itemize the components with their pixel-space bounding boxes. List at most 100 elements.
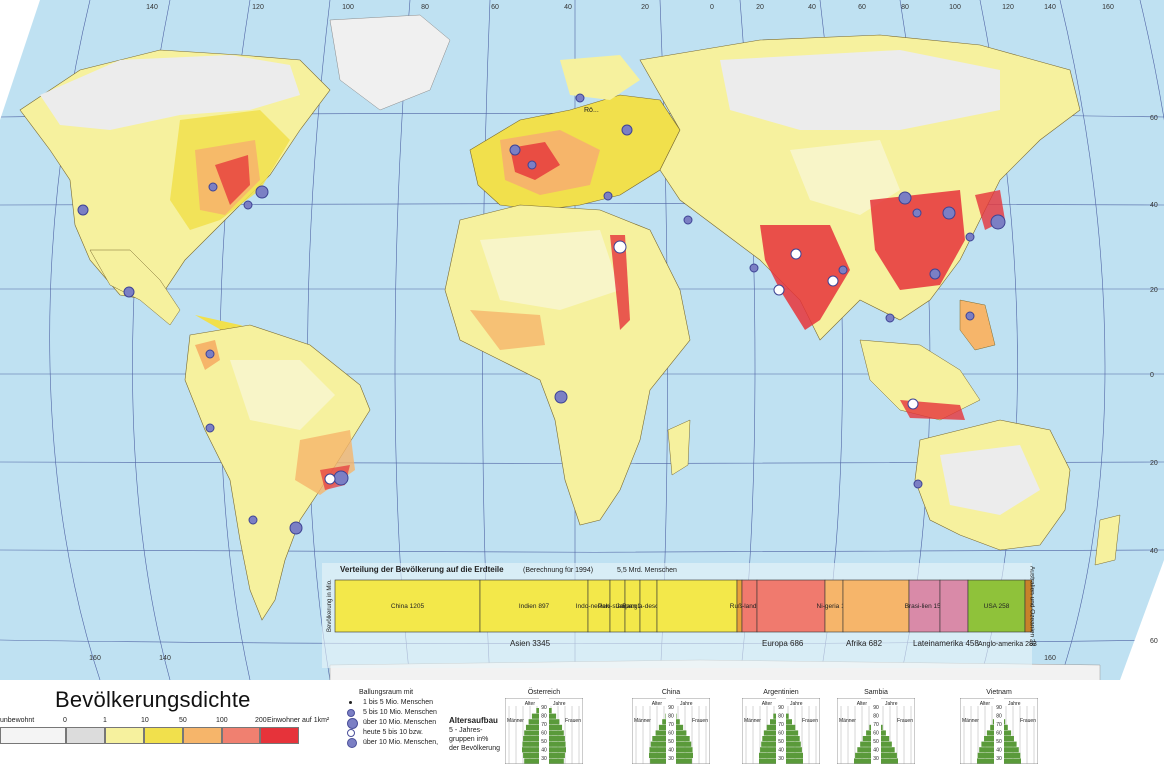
lon-tick-label: 160 (1044, 655, 1056, 662)
age-bar-male (658, 724, 671, 730)
lat-tick-label: 60 (1150, 115, 1158, 122)
city-marker (208, 182, 218, 192)
age-structure-subtitle: 5 - Jahres- (449, 727, 483, 734)
age-tick-label: 50 (541, 739, 547, 745)
years-axis-label: Jahre (680, 701, 693, 707)
lat-tick-label: 0 (1150, 372, 1154, 379)
population-segment (656, 579, 738, 633)
age-bar-female (999, 741, 1017, 747)
age-tick-label: 80 (778, 714, 784, 720)
years-axis-label: Jahre (885, 701, 898, 707)
population-segment (334, 579, 481, 633)
age-bar-female (544, 747, 566, 753)
age-tick-label: 80 (996, 714, 1002, 720)
city-marker (827, 275, 839, 287)
years-axis-label: Jahre (553, 701, 566, 707)
lon-tick-label: 140 (159, 655, 171, 662)
city-legend-item: heute 5 bis 10 bzw. (337, 728, 437, 738)
age-bar-male (979, 747, 999, 753)
city-marker (885, 313, 895, 323)
distribution-total: 5,5 Mrd. Menschen (617, 567, 677, 574)
lon-tick-label: 140 (146, 4, 158, 11)
density-swatch-100-200 (222, 727, 260, 744)
city-legend-item: über 10 Mio. Menschen (337, 718, 437, 729)
city-marker (255, 185, 269, 199)
map-title: Bevölkerungsdichte (55, 687, 251, 712)
density-swatch-10-50 (144, 727, 183, 744)
age-pyramid: Argentinien 90 80 70 60 50 40 30 Alter Jahre Männe… (742, 689, 820, 764)
city-marker (333, 470, 349, 486)
density-swatch-1-10 (105, 727, 144, 744)
city-marker (603, 191, 613, 201)
age-bar-female (999, 730, 1012, 736)
age-bar-male (525, 724, 544, 730)
age-bar-male (766, 724, 781, 730)
population-segment (842, 579, 910, 633)
city-marker (929, 268, 941, 280)
city-marker (965, 232, 975, 242)
age-bar-male (860, 741, 876, 747)
age-bar-female (781, 747, 802, 753)
age-pyramid: Sambia 90 80 70 60 50 40 30 Alter Jahre Männer Frau… (837, 689, 915, 764)
top-ticks: 140 120 100 80 60 40 20 0 20 40 60 80 100 120 140 160 (146, 4, 1114, 11)
age-bar-male (759, 758, 781, 764)
age-bar-female (876, 752, 897, 758)
density-label-0: 0 (63, 717, 67, 724)
asia (639, 34, 1081, 341)
age-bar-female (671, 741, 692, 747)
age-tick-label: 80 (668, 714, 674, 720)
age-bar-female (876, 736, 890, 742)
population-segment-label: USA 258 (984, 603, 1010, 610)
age-tick-label: 90 (668, 705, 674, 711)
side-ticks: 60 40 20 0 20 40 60 (1150, 115, 1158, 645)
city-marker (913, 479, 923, 489)
lat-tick-label: 20 (1150, 287, 1158, 294)
lat-tick-label: 60 (1150, 638, 1158, 645)
age-tick-label: 60 (668, 731, 674, 737)
age-bar-female (876, 758, 898, 764)
age-bar-female (544, 719, 560, 725)
age-tick-label: 50 (778, 739, 784, 745)
age-bar-male (523, 752, 544, 758)
age-bar-female (999, 736, 1014, 742)
age-tick-label: 90 (778, 705, 784, 711)
age-bar-male (770, 719, 781, 725)
age-bar-male (977, 758, 999, 764)
density-label-unit: Einwohner auf 1km² (267, 717, 330, 724)
age-bar-female (781, 758, 803, 764)
population-segment-label: Brasi-lien 157 (905, 603, 945, 610)
men-label: Männer (634, 718, 651, 724)
age-bar-female (544, 741, 566, 747)
population-segment-label: Ja-pan 125 (616, 603, 649, 610)
age-tick-label: 40 (541, 748, 547, 754)
age-axis-label: Alter (652, 701, 663, 707)
age-pyramid-country: Österreich (527, 689, 561, 696)
age-tick-label: 70 (541, 722, 547, 728)
distribution-title: Verteilung der Bevölkerung auf die Erdte… (340, 565, 504, 574)
age-bar-female (544, 713, 557, 719)
age-bar-male (650, 758, 671, 764)
age-bar-male (857, 747, 876, 753)
age-tick-label: 70 (873, 722, 879, 728)
age-tick-label: 70 (996, 722, 1002, 728)
age-bar-female (544, 752, 565, 758)
population-segment (479, 579, 589, 633)
age-tick-label: 30 (996, 756, 1002, 762)
city-legend-item: 5 bis 10 Mio. Menschen (337, 708, 437, 718)
density-label-200: 200 (255, 717, 267, 724)
city-marker (248, 515, 258, 525)
age-bar-male (762, 736, 781, 742)
age-bar-male (531, 713, 544, 719)
age-bar-female (671, 736, 690, 742)
age-tick-label: 30 (668, 756, 674, 762)
age-bar-female (671, 758, 692, 764)
city-marker (324, 473, 336, 485)
city-marker (509, 144, 521, 156)
density-swatch-0-1 (66, 727, 105, 744)
city-marker (790, 248, 802, 260)
age-tick-label: 90 (541, 705, 547, 711)
age-tick-label: 90 (996, 705, 1002, 711)
lon-tick-label: 40 (808, 4, 816, 11)
city-marker (942, 206, 956, 220)
